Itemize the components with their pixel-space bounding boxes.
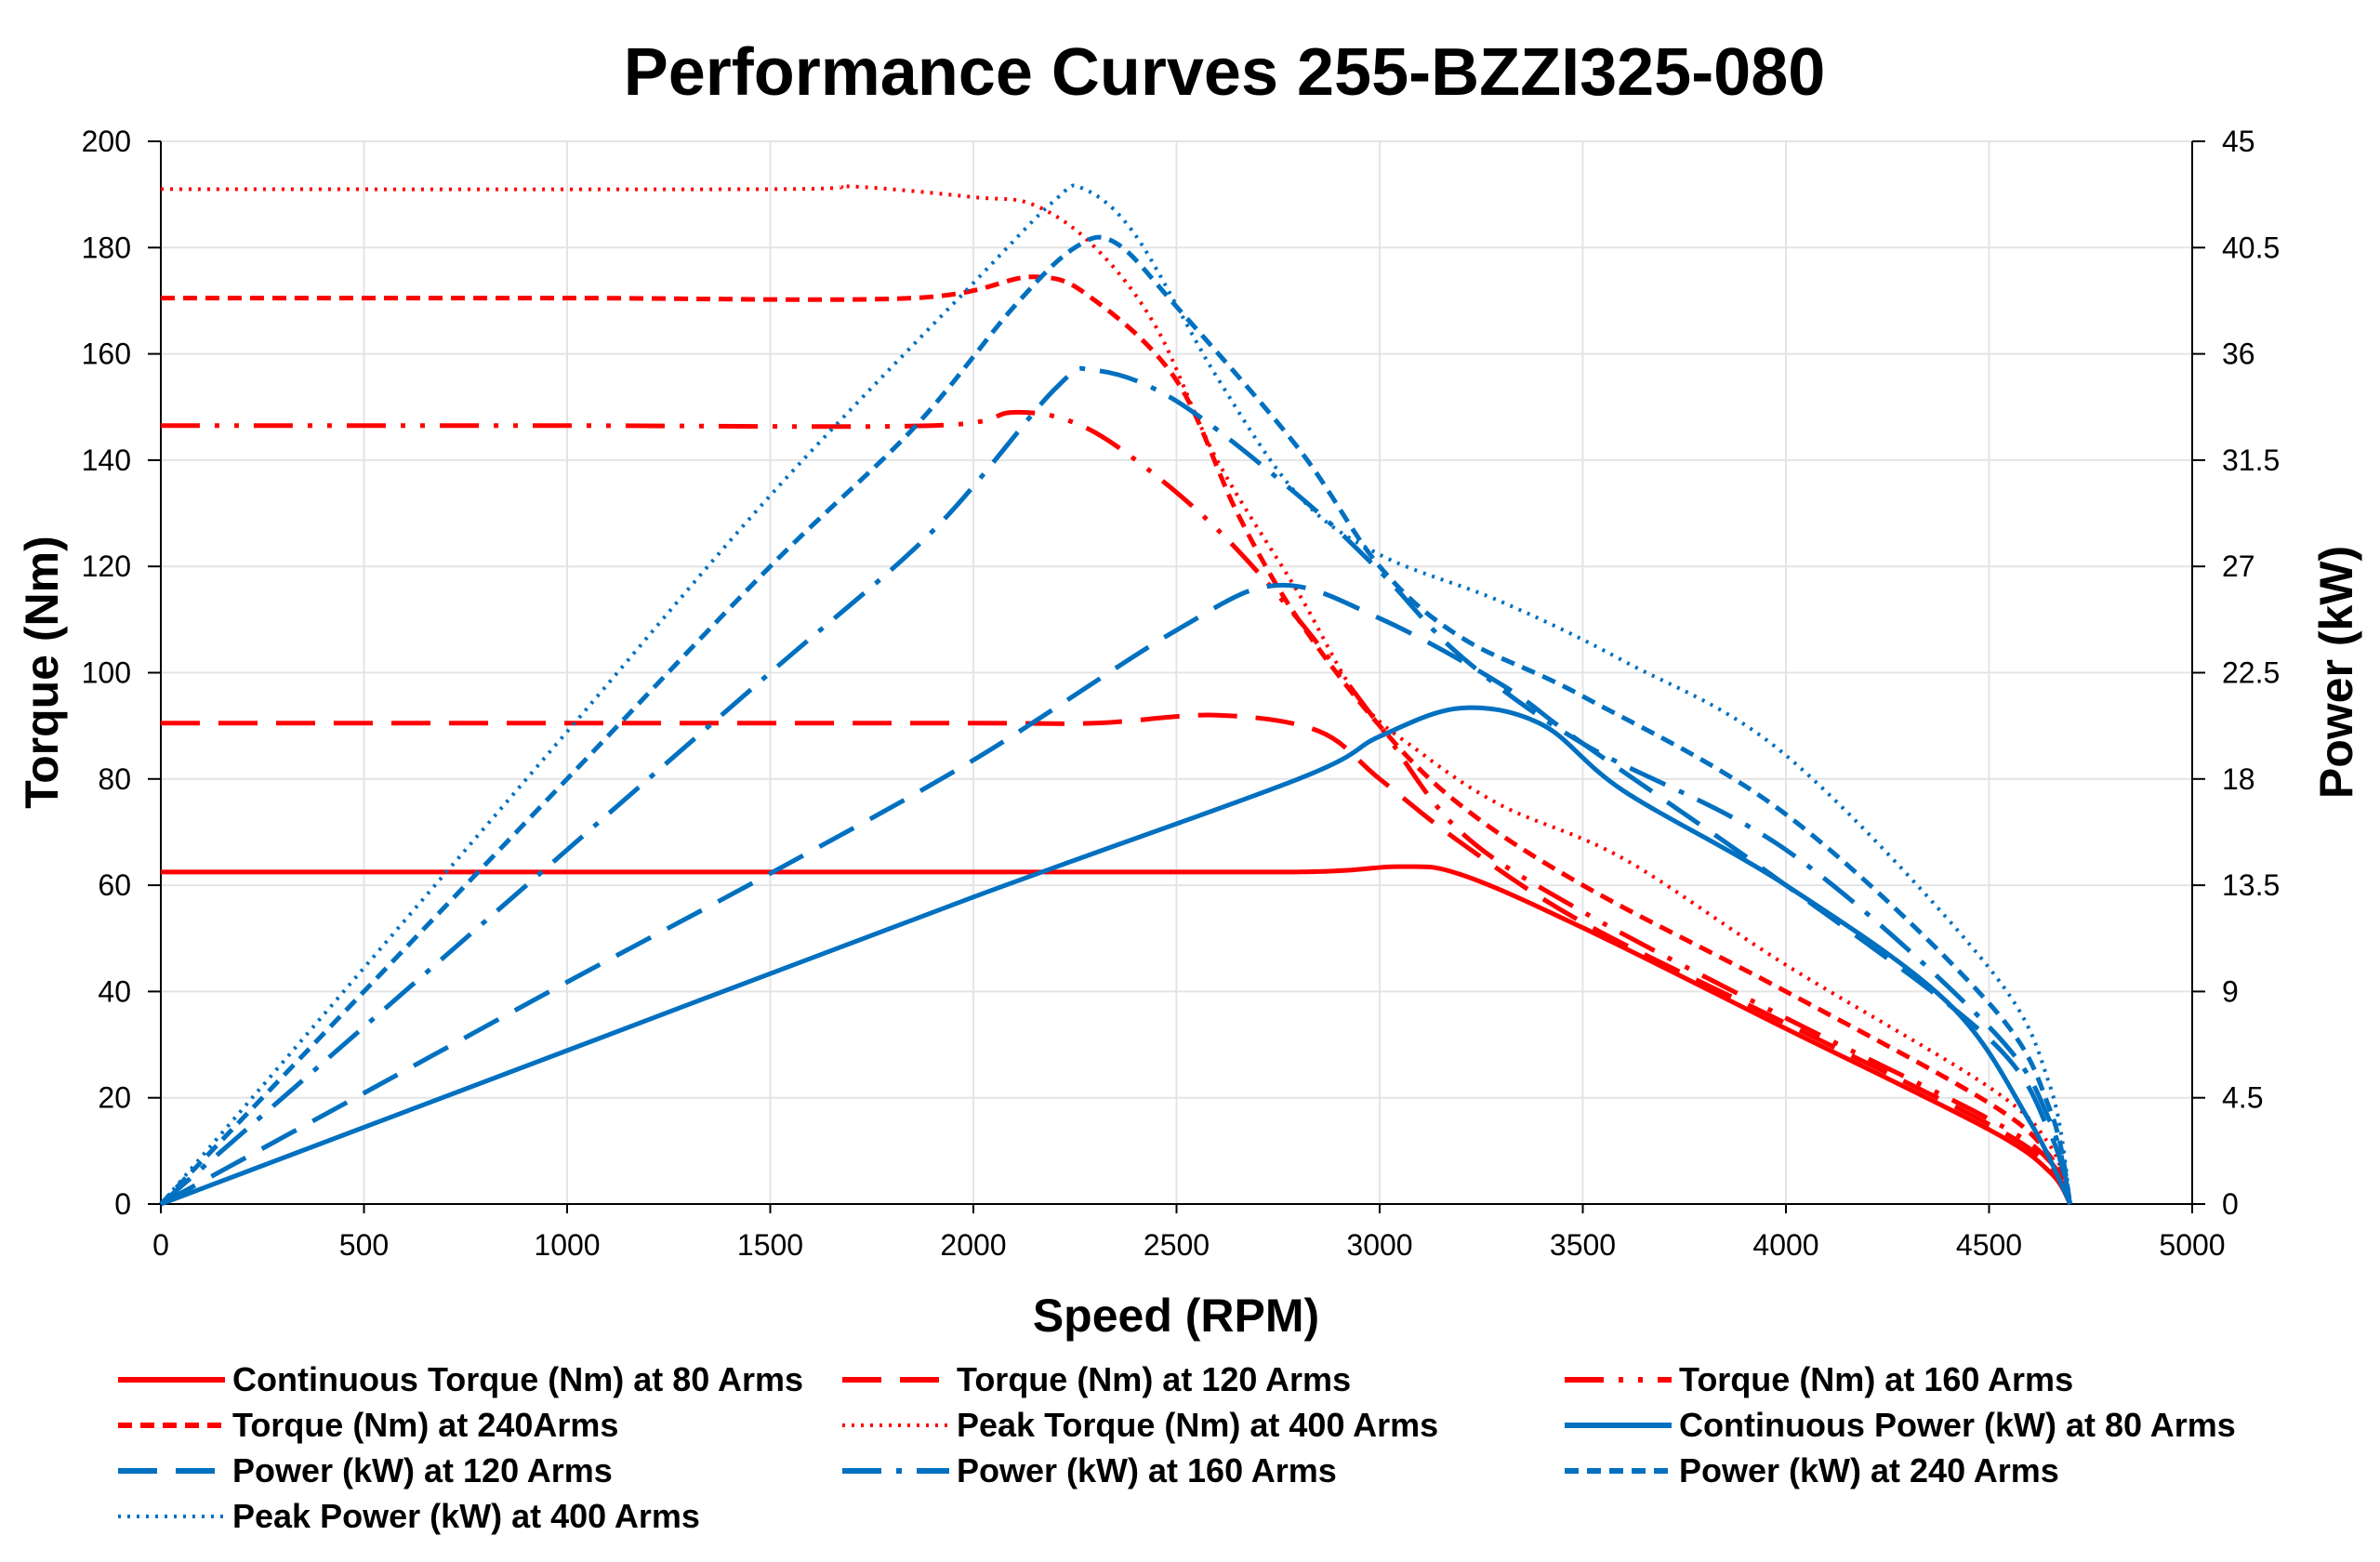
- x-tick-label: 1500: [737, 1228, 803, 1262]
- y-axis-title: Torque (Nm): [16, 536, 68, 808]
- y2-tick-label: 40.5: [2222, 231, 2280, 264]
- x-tick-label: 500: [339, 1228, 389, 1262]
- y-tick-label: 160: [82, 338, 131, 371]
- y-tick-label: 180: [82, 231, 131, 264]
- legend: Continuous Torque (Nm) at 80 Arms Torque …: [118, 1360, 2236, 1535]
- legend-label: Power (kW) at 160 Arms: [957, 1451, 1337, 1489]
- x-axis-title: Speed (RPM): [1033, 1290, 1319, 1342]
- legend-label: Torque (Nm) at 160 Arms: [1679, 1360, 2073, 1398]
- y-tick-label: 120: [82, 549, 131, 583]
- x-tick-label: 4500: [1956, 1228, 2022, 1262]
- y-tick-label: 200: [82, 125, 131, 158]
- y2-tick-label: 45: [2222, 125, 2255, 158]
- y-tick-label: 20: [98, 1081, 131, 1115]
- x-tick-label: 3000: [1346, 1228, 1412, 1262]
- series-line-power-kw-at-120-arms: [159, 582, 2073, 1207]
- series-line-peak-power-kw-at-400-arms: [159, 183, 2072, 1206]
- y2-tick-label: 9: [2222, 974, 2239, 1008]
- legend-label: Peak Torque (Nm) at 400 Arms: [957, 1406, 1438, 1444]
- y2-tick-label: 4.5: [2222, 1081, 2263, 1115]
- y-tick-label: 40: [98, 974, 131, 1008]
- y2-tick-label: 22.5: [2222, 656, 2280, 690]
- y-tick-label: 140: [82, 443, 131, 477]
- x-tick-label: 2000: [940, 1228, 1006, 1262]
- y-tick-label: 60: [98, 868, 131, 902]
- legend-label: Power (kW) at 240 Arms: [1679, 1451, 2059, 1489]
- y2-tick-label: 13.5: [2222, 868, 2280, 902]
- x-tick-label: 5000: [2159, 1228, 2225, 1262]
- series-line-peak-torque-nm-at-400-arms: [160, 184, 2072, 1205]
- chart-title: Performance Curves 255-BZZI325-080: [624, 35, 1826, 110]
- y2-tick-label: 0: [2222, 1187, 2239, 1221]
- series-line-continuous-power-kw-at-80-arms: [160, 705, 2073, 1207]
- legend-label: Torque (Nm) at 240Arms: [232, 1406, 618, 1444]
- y-tick-label: 100: [82, 656, 131, 690]
- legend-label: Peak Power (kW) at 400 Arms: [232, 1497, 700, 1535]
- x-tick-label: 4000: [1752, 1228, 1818, 1262]
- y2-tick-label: 27: [2222, 549, 2255, 583]
- y2-tick-label: 18: [2222, 762, 2255, 796]
- series-lines: [159, 183, 2073, 1207]
- series-line-torque-nm-at-240arms: [161, 274, 2073, 1205]
- x-tick-label: 2500: [1144, 1228, 1210, 1262]
- legend-label: Continuous Torque (Nm) at 80 Arms: [232, 1360, 803, 1398]
- y-tick-label: 0: [114, 1187, 131, 1221]
- legend-label: Torque (Nm) at 120 Arms: [957, 1360, 1351, 1398]
- series-line-power-kw-at-160-arms: [159, 365, 2073, 1206]
- y-tick-label: 80: [98, 762, 131, 796]
- axes: 0 500 1000 1500 2000 2500 3000 3500 4000 4500 5000…: [82, 125, 2281, 1262]
- x-tick-label: 3500: [1550, 1228, 1616, 1262]
- y2-tick-label: 31.5: [2222, 443, 2280, 477]
- series-line-torque-nm-at-160-arms: [161, 409, 2073, 1206]
- series-line-continuous-torque-nm-at-80-arms: [160, 864, 2073, 1206]
- x-tick-label: 1000: [534, 1228, 600, 1262]
- legend-label: Power (kW) at 120 Arms: [232, 1451, 613, 1489]
- legend-label: Continuous Power (kW) at 80 Arms: [1679, 1406, 2236, 1444]
- y2-axis-title: Power (kW): [2310, 546, 2362, 799]
- y2-tick-label: 36: [2222, 338, 2255, 371]
- series-line-power-kw-at-240-arms: [159, 234, 2073, 1206]
- x-tick-label: 0: [152, 1228, 169, 1262]
- series-line-torque-nm-at-120-arms: [160, 712, 2073, 1206]
